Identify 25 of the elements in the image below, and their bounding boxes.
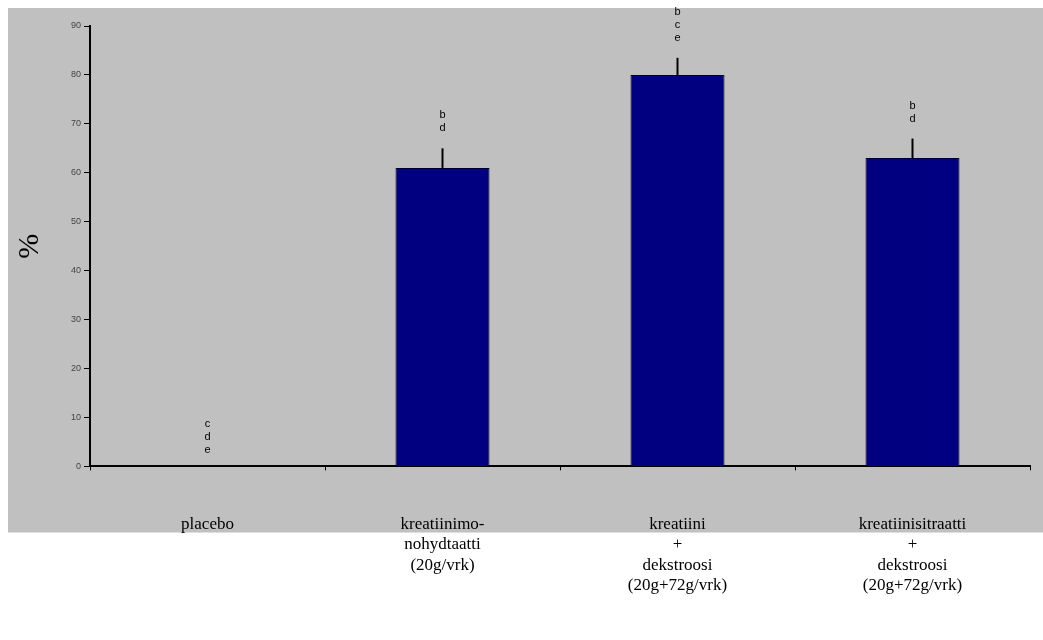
annotation: e bbox=[204, 443, 211, 456]
y-tick-label: 20 bbox=[71, 363, 82, 374]
text: b bbox=[674, 4, 681, 17]
annotation: b bbox=[439, 108, 446, 121]
y-tick-label: 80 bbox=[71, 69, 82, 80]
y-tick-label: 30 bbox=[71, 314, 82, 325]
x-tick-label: kreatiini + dekstroosi (20g+72g/vrk) bbox=[627, 514, 728, 595]
annotation: e bbox=[674, 30, 681, 43]
annotation: c bbox=[204, 417, 211, 430]
y-tick-label: 60 bbox=[71, 167, 82, 178]
annotation: c bbox=[674, 17, 681, 30]
x-tick-label: kreatiinimo- nohydtaatti (20g/vrk) bbox=[400, 514, 485, 574]
annotation: d bbox=[439, 121, 446, 134]
y-axis-title: % bbox=[10, 233, 44, 259]
y-tick-label: 90 bbox=[71, 20, 82, 31]
x-tick-label: kreatiinisitraatti + dekstroosi (20g+72g/vrk) bbox=[858, 514, 967, 595]
y-tick-label: 10 bbox=[71, 411, 82, 422]
annotation: d bbox=[909, 111, 916, 124]
y-tick-label: 40 bbox=[71, 265, 82, 276]
y-tick-label: 50 bbox=[71, 216, 82, 227]
annotation: b bbox=[909, 98, 916, 111]
y-tick-label: 0 bbox=[76, 460, 82, 471]
y-tick-label: 70 bbox=[71, 118, 82, 129]
x-tick-label: placebo bbox=[181, 514, 234, 534]
annotation: d bbox=[204, 430, 211, 443]
